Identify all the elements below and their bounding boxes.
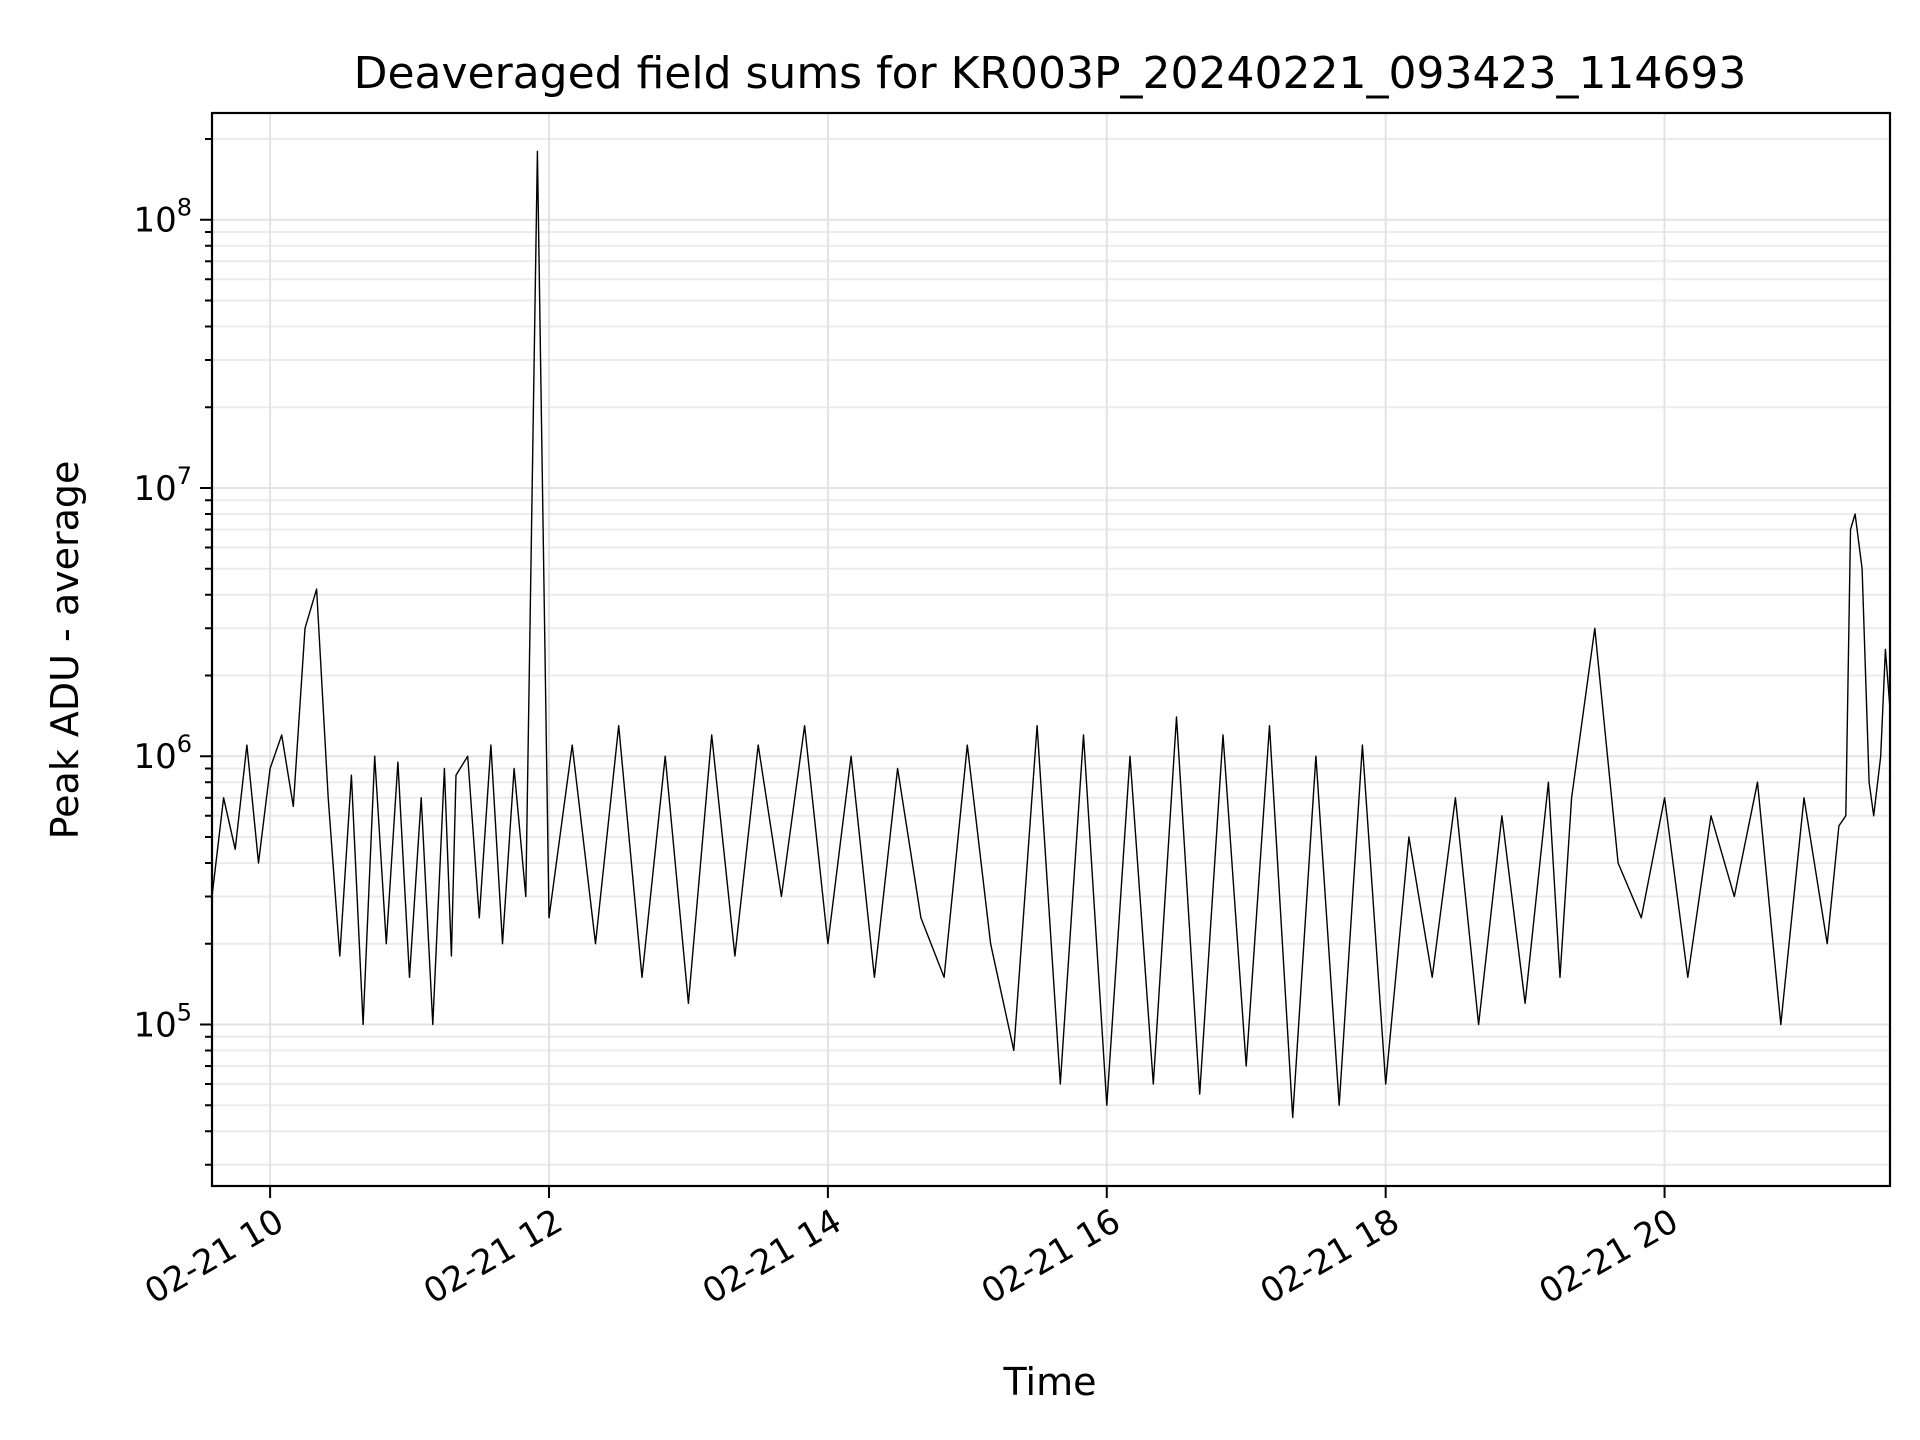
- x-axis-label: Time: [1003, 1360, 1097, 1404]
- y-tick-label: 107: [133, 462, 192, 509]
- x-tick-label: 02-21 12: [417, 1201, 569, 1312]
- grid: [212, 113, 1890, 1186]
- x-tick-label: 02-21 16: [975, 1201, 1127, 1312]
- y-axis: 105 106 107 108: [133, 137, 212, 1166]
- y-axis-label: Peak ADU - average: [43, 461, 87, 840]
- series-line-0: [211, 150, 1891, 1119]
- x-tick-label: 02-21 20: [1533, 1201, 1685, 1312]
- x-axis: 02-21 10 02-21 12 02-21 14 02-21 16 02-21 18…: [138, 1186, 1685, 1312]
- y-tick-label: 108: [133, 194, 192, 241]
- plot-frame: [210, 111, 1892, 1188]
- x-tick-label: 02-21 14: [696, 1201, 848, 1312]
- y-tick-label: 106: [133, 730, 192, 777]
- series-layer: [211, 150, 1891, 1119]
- x-tick-label: 02-21 10: [138, 1201, 290, 1312]
- y-tick-label: 105: [133, 998, 192, 1045]
- chart-title: Deaveraged field sums for KR003P_2024022…: [354, 48, 1747, 99]
- x-tick-label: 02-21 18: [1254, 1201, 1406, 1312]
